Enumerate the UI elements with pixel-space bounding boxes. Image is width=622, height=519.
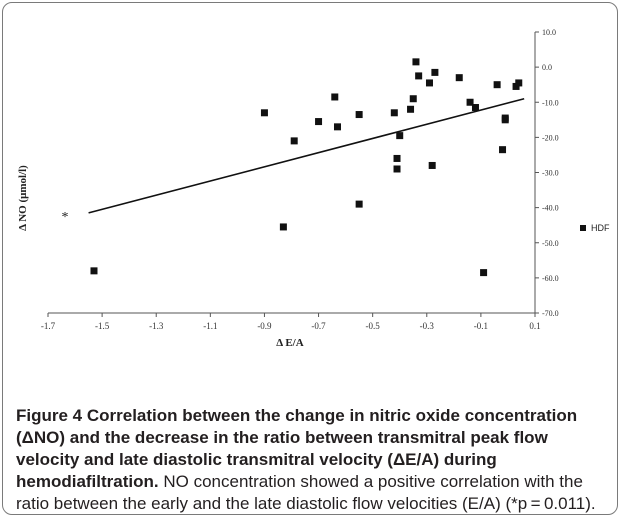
- figure-caption: Figure 4 Correlation between the change …: [16, 405, 608, 515]
- data-point: [431, 68, 439, 76]
- y-tick-label: -30.0: [542, 169, 559, 178]
- x-tick-label: -0.9: [257, 321, 272, 331]
- data-point: [355, 200, 363, 208]
- x-tick-label: -0.7: [311, 321, 326, 331]
- data-point: [333, 123, 341, 131]
- data-point: [415, 72, 423, 80]
- data-point: [512, 82, 520, 90]
- x-tick-label: 0.1: [529, 321, 540, 331]
- y-tick-label: -60.0: [542, 274, 559, 283]
- data-point: [501, 114, 509, 122]
- data-point: [396, 132, 404, 140]
- data-point: [428, 161, 436, 169]
- y-tick-label: -20.0: [542, 133, 559, 142]
- data-point: [471, 104, 479, 112]
- x-tick-label: -0.5: [366, 321, 381, 331]
- y-tick-label: 0.0: [542, 63, 552, 72]
- data-point: [279, 223, 287, 231]
- data-point: [412, 58, 420, 66]
- data-point: [390, 109, 398, 117]
- y-tick-label: -70.0: [542, 309, 559, 318]
- x-tick-label: -1.3: [149, 321, 164, 331]
- legend-label: HDF: [591, 223, 610, 233]
- y-tick-label: -50.0: [542, 239, 559, 248]
- y-tick-label: 10.0: [542, 28, 556, 37]
- x-tick-label: -1.7: [41, 321, 56, 331]
- data-point: [493, 81, 501, 89]
- x-tick-label: -1.5: [95, 321, 110, 331]
- data-point: [90, 267, 98, 275]
- data-point: [466, 98, 474, 106]
- data-point: [290, 137, 298, 145]
- data-point: [315, 118, 323, 126]
- data-point: [455, 74, 463, 82]
- caption-body: NO concentration showed a positive corre…: [16, 472, 596, 513]
- data-point: [393, 165, 401, 173]
- caption-label: Figure 4: [16, 406, 83, 425]
- data-point: [425, 79, 433, 87]
- data-point: [499, 146, 507, 154]
- x-axis-label: Δ E/A: [276, 337, 303, 349]
- data-point: [260, 109, 268, 117]
- data-point: [331, 93, 339, 101]
- data-point: [480, 269, 488, 277]
- y-tick-label: -10.0: [542, 98, 559, 107]
- trendline: [88, 97, 525, 214]
- data-point: [409, 95, 417, 103]
- x-tick-label: -0.1: [474, 321, 488, 331]
- significance-annotation: *: [62, 210, 69, 225]
- data-point: [355, 111, 363, 119]
- data-point: [515, 79, 523, 87]
- x-tick-label: -0.3: [420, 321, 435, 331]
- caption-title: Correlation between the change in nitric…: [16, 406, 578, 491]
- y-tick-label: -40.0: [542, 204, 559, 213]
- scatter-chart: 10.0 0.0 -10.0 -20.0 -30.0 -40.0 -50.0 -60.0 -70…: [17, 28, 610, 349]
- data-point: [407, 105, 415, 113]
- y-axis-label: Δ NO (μmol/l): [17, 165, 29, 231]
- data-point: [393, 154, 401, 162]
- legend-marker: [580, 225, 586, 231]
- x-tick-label: -1.1: [203, 321, 217, 331]
